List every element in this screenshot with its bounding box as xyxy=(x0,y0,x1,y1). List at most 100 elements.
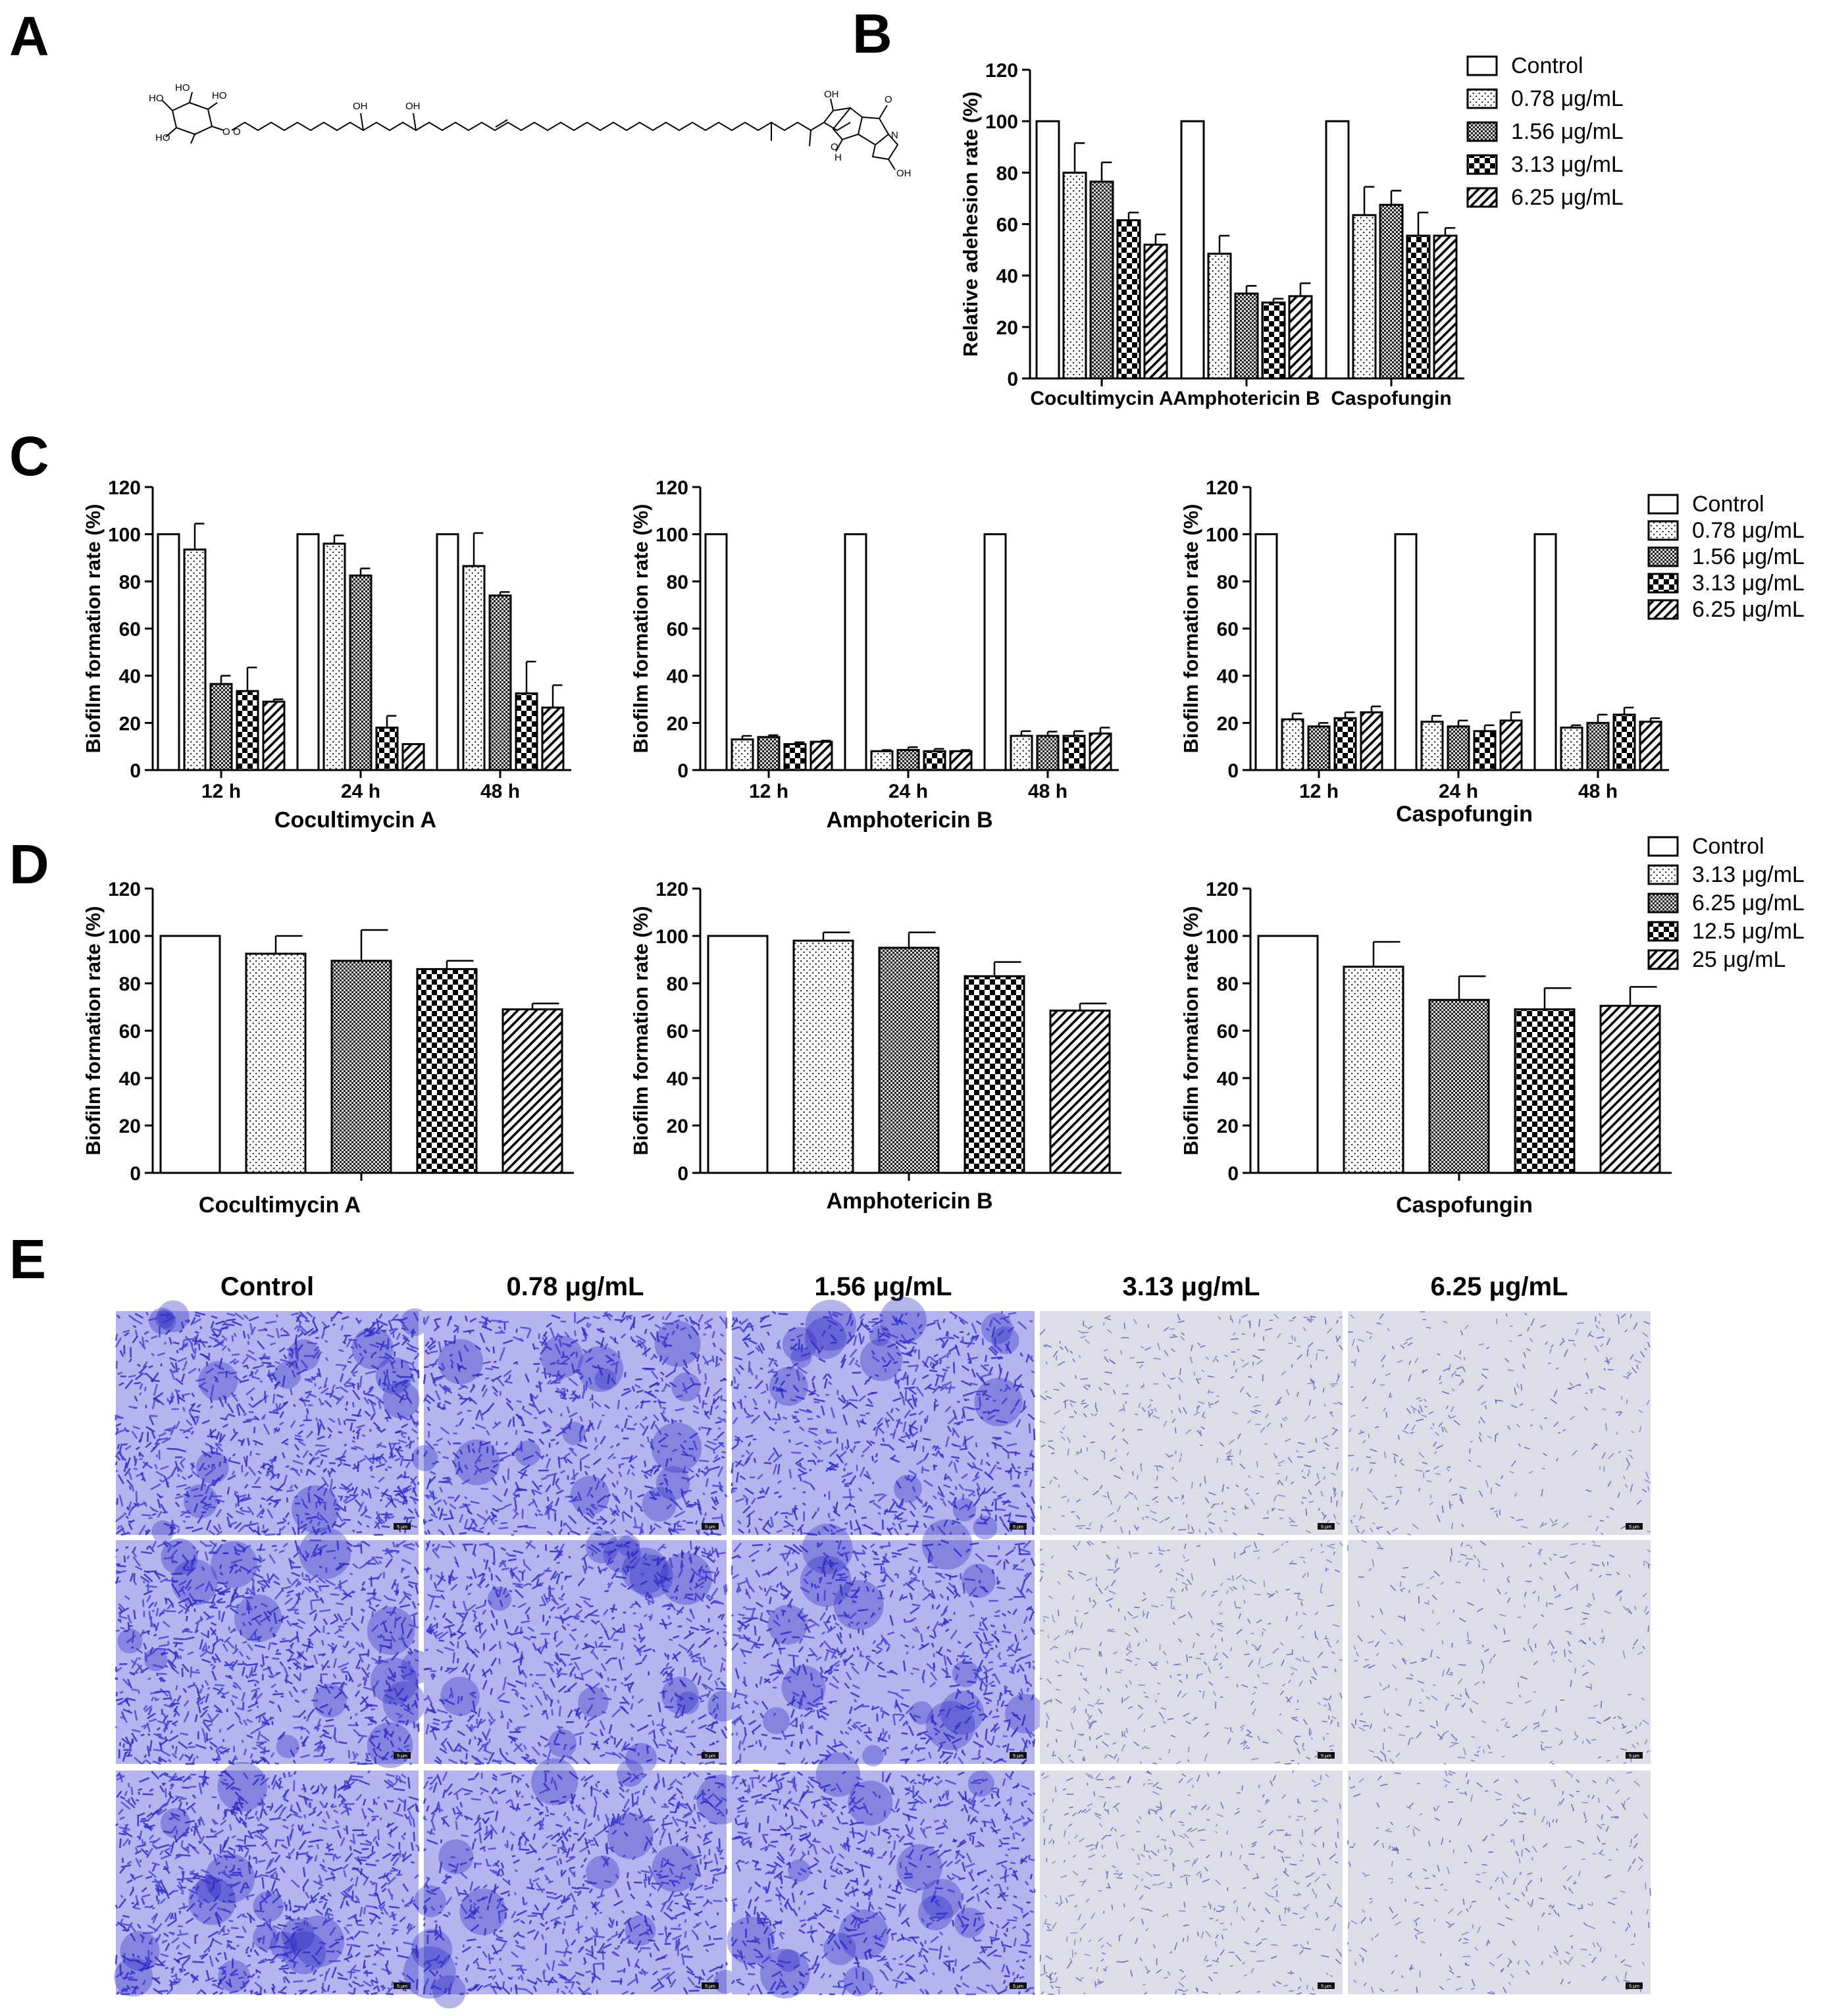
stain-mark xyxy=(218,1433,222,1443)
stain-mark xyxy=(1302,1497,1306,1499)
stain-mark xyxy=(482,1360,492,1364)
stain-mark xyxy=(851,1385,859,1397)
stain-mark xyxy=(894,1374,898,1385)
drug-title: Cocultimycin A xyxy=(274,808,436,833)
stain-mark xyxy=(458,1385,467,1391)
stain-mark xyxy=(512,1513,518,1520)
stain-mark xyxy=(487,1402,495,1411)
stain-mark xyxy=(607,1374,611,1385)
stain-mark xyxy=(1041,1486,1045,1488)
stain-mark xyxy=(297,1430,303,1435)
stain-mark xyxy=(357,1461,359,1472)
stain-mark xyxy=(953,1462,958,1474)
stain-mark xyxy=(800,1352,811,1357)
stain-mark xyxy=(932,1495,937,1500)
x-tick-label: Amphotericin B xyxy=(1173,388,1320,409)
stain-mark xyxy=(923,1515,935,1519)
stain-mark xyxy=(295,1347,300,1354)
stain-mark xyxy=(280,1358,291,1364)
y-tick-label: 0 xyxy=(677,1163,688,1185)
stain-mark xyxy=(465,1527,476,1530)
stain-mark xyxy=(742,1333,751,1341)
stain-mark xyxy=(571,1395,579,1403)
stain-mark xyxy=(306,1311,313,1318)
stain-mark xyxy=(776,1529,783,1534)
stain-mark xyxy=(318,1386,322,1390)
stain-mark xyxy=(403,1476,410,1479)
stain-mark xyxy=(834,1501,838,1514)
bar-d3-4 xyxy=(1599,1004,1661,1174)
stain-mark xyxy=(640,1400,644,1409)
stain-mark xyxy=(777,1388,784,1391)
stain-mark xyxy=(371,1475,375,1479)
stain-mark xyxy=(429,1493,433,1497)
stain-mark xyxy=(457,1410,463,1416)
stain-mark xyxy=(539,1341,548,1346)
stain-mark xyxy=(153,1397,160,1403)
stain-mark xyxy=(639,1422,646,1429)
stain-mark xyxy=(147,1432,149,1443)
stain-mark xyxy=(673,1520,681,1526)
hydroxyl-bonds xyxy=(360,113,417,131)
stain-mark xyxy=(912,1378,917,1385)
stain-mark xyxy=(150,1379,160,1382)
stain-mark xyxy=(123,1555,126,1563)
stain-mark xyxy=(659,1371,665,1376)
stain-mark xyxy=(190,1414,197,1426)
stain-mark xyxy=(583,1435,587,1443)
stain-mark xyxy=(475,1345,482,1351)
stain-mark xyxy=(343,1420,346,1426)
stain-mark xyxy=(525,1373,530,1383)
stain-mark xyxy=(396,1332,401,1341)
stain-mark xyxy=(226,1347,231,1352)
stain-mark xyxy=(349,1422,353,1432)
bar-c3-2-0 xyxy=(1533,533,1557,771)
stain-mark xyxy=(443,1517,453,1520)
stain-mark xyxy=(663,1521,671,1526)
stain-mark xyxy=(492,1421,501,1430)
stain-mark xyxy=(747,1324,754,1328)
stain-mark xyxy=(740,1399,743,1409)
stain-mark xyxy=(328,1487,335,1497)
stain-mark xyxy=(634,1501,642,1509)
y-tick-label: 40 xyxy=(119,666,141,688)
stain-mark xyxy=(232,1453,236,1457)
stain-mark xyxy=(704,1412,711,1420)
stain-mark xyxy=(542,1331,548,1337)
stain-mark xyxy=(282,1474,288,1486)
stain-mark xyxy=(413,1355,419,1360)
stain-mark xyxy=(859,1313,865,1319)
stain-mark xyxy=(900,1519,908,1524)
stain-mark xyxy=(186,1419,193,1426)
stain-mark xyxy=(665,1503,673,1510)
stain-mark xyxy=(468,1396,477,1405)
stain-mark xyxy=(981,1389,988,1397)
stain-mark xyxy=(661,1414,670,1423)
stain-mark xyxy=(347,1360,352,1364)
stain-mark xyxy=(282,1638,286,1641)
stain-mark xyxy=(732,1402,736,1410)
stain-mark xyxy=(273,1456,278,1462)
stain-mark xyxy=(192,1527,203,1533)
stain-mark xyxy=(145,1529,151,1536)
stain-mark xyxy=(650,1370,659,1380)
stain-mark xyxy=(399,1455,404,1466)
stain-mark xyxy=(750,1497,756,1505)
stain-mark xyxy=(269,1498,279,1505)
stain-mark xyxy=(746,1522,751,1528)
sugar-substituents xyxy=(161,91,224,144)
stain-mark xyxy=(1520,1383,1522,1391)
stain-mark xyxy=(183,1493,191,1497)
stain-mark xyxy=(704,1469,710,1477)
stain-mark xyxy=(287,1522,290,1526)
y-tick-label: 100 xyxy=(985,111,1018,133)
stain-mark xyxy=(538,1357,542,1361)
stain-mark xyxy=(615,1495,621,1504)
bar-b-0-0 xyxy=(1035,120,1060,380)
stain-mark xyxy=(151,1399,156,1410)
stain-mark xyxy=(754,1380,763,1389)
stain-mark xyxy=(290,1420,296,1428)
stain-mark xyxy=(634,1383,641,1389)
stain-mark xyxy=(586,1512,594,1519)
stain-mark xyxy=(1191,1482,1193,1489)
